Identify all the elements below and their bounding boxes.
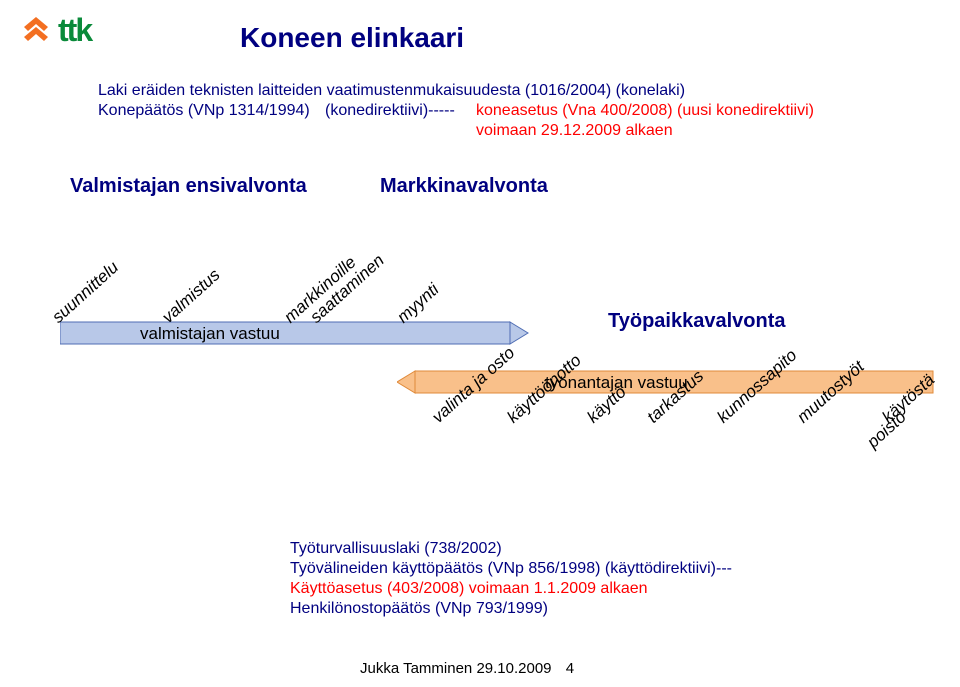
bottom-line: Työturvallisuuslaki (738/2002) [290, 540, 502, 558]
footer: Jukka Tamminen 29.10.2009 4 [360, 660, 574, 677]
description-line: Konepäätös (VNp 1314/1994) [98, 102, 310, 120]
label-ensivalvonta: Valmistajan ensivalvonta [70, 175, 307, 198]
page-title: Koneen elinkaari [240, 22, 464, 54]
label-markkinavalvonta: Markkinavalvonta [380, 175, 548, 198]
logo-text: ttk [58, 12, 91, 49]
description-line: Laki eräiden teknisten laitteiden vaatim… [98, 82, 685, 100]
description-line: voimaan 29.12.2009 alkaen [476, 122, 673, 140]
label-tyopaikkavalvonta: Työpaikkavalvonta [608, 310, 785, 333]
bottom-line: Työvälineiden käyttöpäätös (VNp 856/1998… [290, 560, 732, 578]
phase-label: suunnittelu [48, 258, 122, 328]
bottom-line: Henkilönostopäätös (VNp 793/1999) [290, 600, 548, 618]
ttk-logo: ttk [18, 12, 91, 49]
footer-page: 4 [566, 660, 574, 677]
footer-text: Jukka Tamminen 29.10.2009 [360, 660, 552, 677]
bottom-line: Käyttöasetus (403/2008) voimaan 1.1.2009… [290, 580, 648, 598]
label-valmistajan-vastuu: valmistajan vastuu [140, 324, 280, 344]
phase-label: valmistus [158, 265, 224, 327]
logo-icon [18, 13, 54, 49]
description-line: (konedirektiivi)----- [325, 102, 455, 120]
description-line: koneasetus (Vna 400/2008) (uusi konedire… [476, 102, 814, 120]
